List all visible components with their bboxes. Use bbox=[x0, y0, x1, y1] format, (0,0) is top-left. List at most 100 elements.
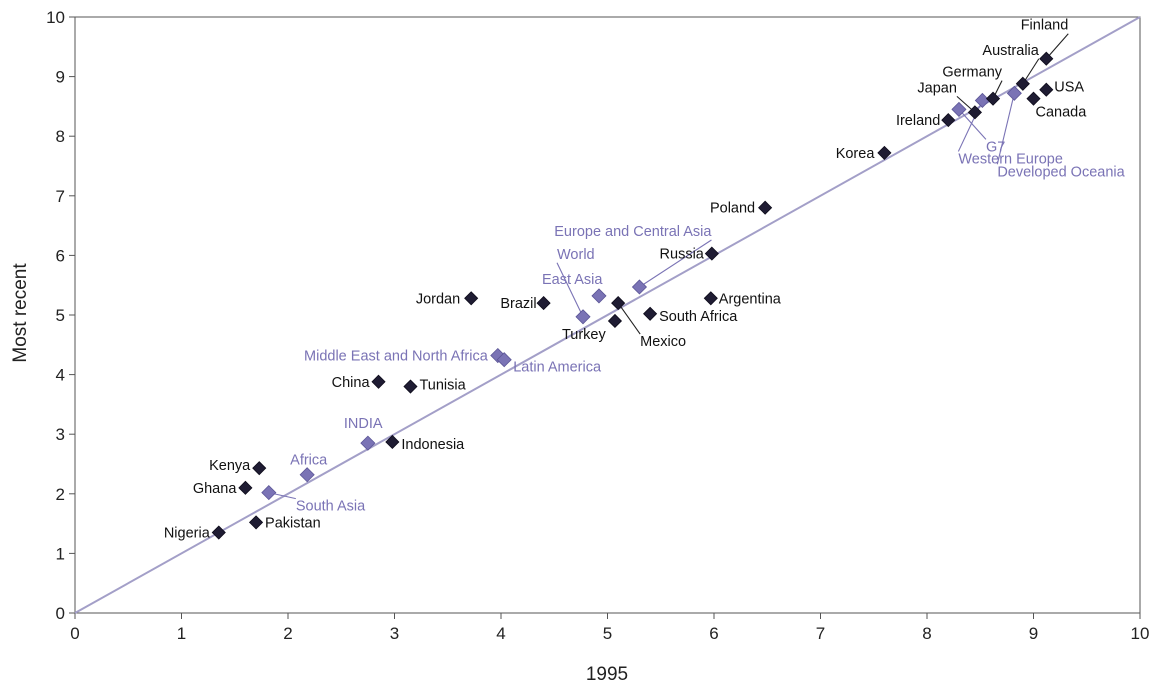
label-usa: USA bbox=[1054, 80, 1084, 96]
point-ghana bbox=[238, 480, 253, 495]
point-south-asia bbox=[261, 485, 277, 501]
reference-line bbox=[74, 16, 1141, 614]
point-tunisia bbox=[403, 379, 418, 394]
x-tick-label: 0 bbox=[70, 624, 79, 643]
label-pakistan: Pakistan bbox=[265, 515, 321, 531]
x-tick-label: 4 bbox=[496, 624, 505, 643]
label-tunisia: Tunisia bbox=[419, 378, 466, 394]
x-tick-labels: 0 1 2 3 4 5 6 7 8 9 10 bbox=[70, 613, 1149, 643]
point-russia bbox=[704, 246, 719, 261]
y-tick-label: 7 bbox=[56, 187, 65, 206]
label-russia: Russia bbox=[660, 247, 705, 263]
point-pakistan bbox=[248, 515, 264, 530]
point-western-europe bbox=[974, 92, 990, 109]
x-tick-label: 5 bbox=[603, 624, 612, 643]
leader-world bbox=[556, 262, 584, 318]
label-latin-america: Latin America bbox=[513, 360, 602, 376]
y-tick-labels: 0 1 2 3 4 5 6 7 8 9 10 bbox=[46, 8, 75, 623]
label-india: INDIA bbox=[344, 416, 383, 432]
y-tick-label: 5 bbox=[56, 306, 65, 325]
point-mexico bbox=[611, 296, 626, 311]
point-africa bbox=[299, 467, 315, 483]
label-mexico: Mexico bbox=[640, 334, 686, 350]
y-tick-label: 2 bbox=[56, 485, 65, 504]
point-germany bbox=[985, 91, 1001, 106]
label-kenya: Kenya bbox=[209, 458, 251, 474]
point-latin-america bbox=[496, 352, 512, 368]
label-australia: Australia bbox=[982, 43, 1039, 59]
point-brazil bbox=[536, 296, 551, 311]
y-tick-label: 3 bbox=[56, 425, 65, 444]
leader-mexico bbox=[617, 302, 641, 335]
x-tick-label: 2 bbox=[283, 624, 292, 643]
leader-g7 bbox=[958, 109, 987, 140]
point-usa bbox=[1039, 82, 1054, 97]
x-tick-label: 8 bbox=[922, 624, 931, 643]
point-turkey bbox=[607, 313, 623, 329]
label-brazil: Brazil bbox=[500, 296, 536, 312]
label-africa: Africa bbox=[290, 453, 328, 469]
leader-europe-and-central-asia bbox=[639, 239, 712, 288]
leader-finland bbox=[1045, 33, 1069, 60]
x-tick-label: 9 bbox=[1029, 624, 1038, 643]
y-tick-label: 10 bbox=[46, 8, 65, 27]
label-south-africa: South Africa bbox=[659, 309, 738, 325]
y-tick-label: 4 bbox=[56, 366, 65, 385]
point-japan bbox=[967, 105, 982, 120]
label-argentina: Argentina bbox=[719, 291, 782, 307]
point-poland bbox=[758, 200, 773, 215]
label-japan: Japan bbox=[917, 80, 957, 96]
label-east-asia: East Asia bbox=[542, 272, 603, 288]
point-india bbox=[360, 435, 376, 451]
x-tick-label: 1 bbox=[177, 624, 186, 643]
point-jordan bbox=[464, 291, 479, 306]
label-ireland: Ireland bbox=[896, 113, 940, 129]
y-tick-label: 6 bbox=[56, 246, 65, 265]
point-g7 bbox=[951, 101, 967, 117]
label-europe-and-central-asia: Europe and Central Asia bbox=[554, 224, 712, 240]
label-world: World bbox=[557, 247, 595, 263]
x-axis-title: 1995 bbox=[586, 664, 628, 685]
point-nigeria bbox=[211, 525, 226, 540]
y-tick-label: 1 bbox=[56, 544, 65, 563]
point-kenya bbox=[252, 461, 267, 476]
point-australia bbox=[1015, 76, 1030, 91]
leader-lines bbox=[268, 33, 1069, 500]
label-korea: Korea bbox=[836, 146, 876, 162]
point-europe-and-central-asia bbox=[631, 279, 648, 295]
y-tick-label: 0 bbox=[56, 604, 65, 623]
label-developed-oceania: Developed Oceania bbox=[997, 164, 1125, 180]
point-ireland bbox=[941, 113, 956, 128]
label-g7: G7 bbox=[986, 139, 1005, 155]
data-labels: Nigeria Pakistan Ghana Kenya South Asia Afric… bbox=[164, 18, 1126, 542]
point-indonesia bbox=[385, 434, 400, 450]
label-canada: Canada bbox=[1036, 105, 1088, 121]
leader-developed-oceania bbox=[996, 93, 1015, 165]
label-ghana: Ghana bbox=[193, 481, 237, 497]
y-tick-label: 8 bbox=[56, 127, 65, 146]
label-germany: Germany bbox=[942, 65, 1002, 81]
data-points bbox=[211, 51, 1054, 540]
point-canada bbox=[1026, 91, 1041, 106]
y-axis-title: Most recent bbox=[10, 263, 31, 363]
point-world bbox=[575, 309, 591, 325]
label-south-asia: South Asia bbox=[296, 499, 366, 515]
label-indonesia: Indonesia bbox=[401, 437, 465, 453]
point-developed-oceania bbox=[1006, 85, 1022, 101]
x-tick-label: 3 bbox=[390, 624, 399, 643]
label-china: China bbox=[332, 375, 371, 391]
x-tick-label: 7 bbox=[816, 624, 825, 643]
label-middle-east-and-north-africa: Middle East and North Africa bbox=[304, 349, 489, 365]
label-finland: Finland bbox=[1021, 18, 1069, 34]
label-jordan: Jordan bbox=[416, 291, 460, 307]
label-western-europe: Western Europe bbox=[958, 151, 1063, 167]
point-korea bbox=[877, 145, 892, 160]
reference-line-layer bbox=[74, 16, 1141, 614]
point-china bbox=[371, 374, 386, 389]
x-tick-label: 6 bbox=[709, 624, 718, 643]
y-tick-label: 9 bbox=[56, 68, 65, 87]
label-poland: Poland bbox=[710, 201, 755, 217]
point-finland bbox=[1039, 51, 1054, 66]
label-turkey: Turkey bbox=[562, 327, 607, 343]
